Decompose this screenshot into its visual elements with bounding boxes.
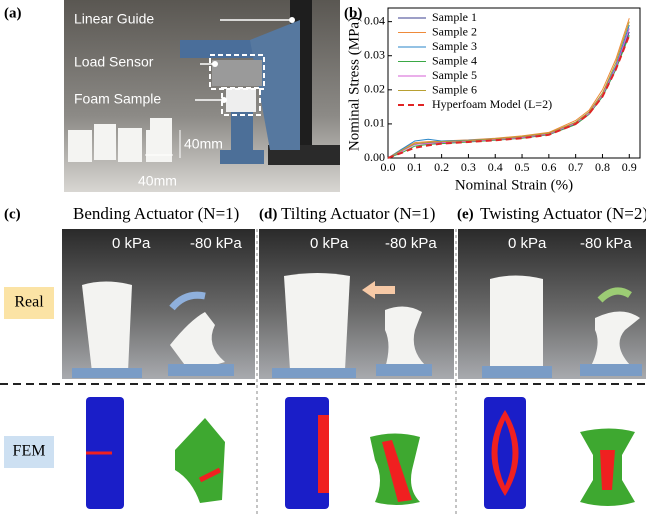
x-tick-label: 0.5 (515, 160, 530, 174)
photos-real: 0 kPa -80 kPa 0 kPa -80 kPa 0 kPa -80 kP… (62, 229, 646, 379)
y-axis-label: Nominal Stress (MPa) (346, 17, 362, 151)
figure: Linear Guide Load Sensor Foam Sample 40m… (0, 0, 646, 515)
x-tick-label: 0.4 (488, 160, 503, 174)
legend-label: Sample 2 (432, 24, 477, 38)
y-tick-label: 0.03 (364, 47, 385, 61)
panel-label: (c) (4, 206, 21, 222)
legend-label: Sample 3 (432, 39, 477, 53)
pressure-label: 0 kPa (310, 235, 349, 252)
panel-title: Bending Actuator (N=1) (73, 204, 239, 223)
fem-models (86, 397, 635, 509)
y-tick-label: 0.02 (364, 82, 385, 96)
row-label: Real (14, 294, 44, 311)
legend-label: Sample 4 (432, 53, 477, 67)
pressure-label: 0 kPa (112, 235, 151, 252)
x-axis-label: Nominal Strain (%) (455, 177, 573, 193)
panel-title: Tilting Actuator (N=1) (281, 204, 435, 223)
legend-label: Hyperfoam Model (L=2) (432, 97, 552, 111)
panel-label: (a) (4, 5, 22, 21)
photo-a: Linear Guide Load Sensor Foam Sample 40m… (64, 0, 340, 192)
x-tick-label: 0.3 (461, 160, 476, 174)
legend-label: Sample 6 (432, 82, 477, 96)
panel-label: (e) (457, 206, 474, 222)
annotation: 40mm (184, 136, 223, 152)
x-tick-label: 0.9 (622, 160, 637, 174)
x-tick-label: 0.2 (434, 160, 449, 174)
y-tick-label: 0.04 (364, 13, 385, 27)
series-line (388, 22, 629, 158)
annotation: 40mm (138, 173, 177, 189)
y-tick-label: 0.01 (364, 116, 385, 130)
y-tick-label: 0.00 (364, 150, 385, 164)
panel-label: (d) (259, 206, 277, 222)
legend-label: Sample 1 (432, 10, 477, 24)
page: Linear Guide Load Sensor Foam Sample 40m… (0, 0, 646, 515)
pressure-label: 0 kPa (508, 235, 547, 252)
annotation: Foam Sample (74, 91, 161, 107)
row-label: FEM (13, 443, 46, 460)
pressure-label: -80 kPa (580, 235, 632, 252)
annotation: Load Sensor (74, 54, 154, 70)
pressure-label: -80 kPa (385, 235, 437, 252)
x-tick-label: 0.7 (568, 160, 583, 174)
x-tick-label: 0.1 (407, 160, 422, 174)
x-tick-label: 0.6 (541, 160, 556, 174)
x-tick-label: 0.8 (595, 160, 610, 174)
legend-label: Sample 5 (432, 68, 477, 82)
annotation: Linear Guide (74, 11, 154, 27)
series-line (388, 18, 629, 158)
pressure-label: -80 kPa (190, 235, 242, 252)
plot-frame (388, 8, 640, 158)
panel-title: Twisting Actuator (N=2) (480, 204, 646, 223)
